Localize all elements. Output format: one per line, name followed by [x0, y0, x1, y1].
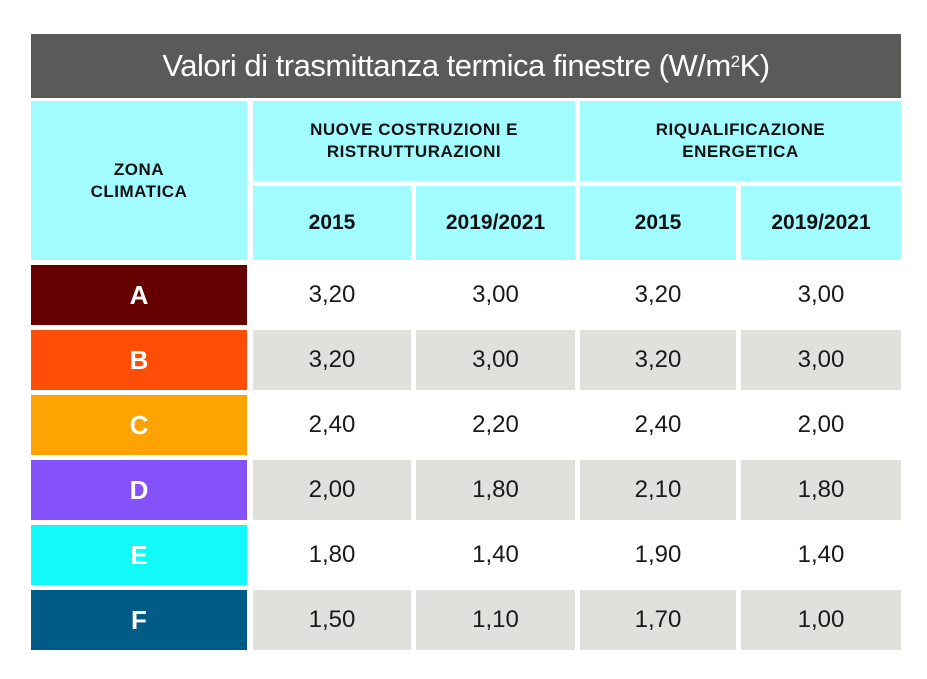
- value-cell: 1,70: [580, 590, 736, 650]
- zone-cell: B: [31, 330, 247, 390]
- table-row: D 2,00 1,80 2,10 1,80: [31, 460, 901, 520]
- table-title-tail: K): [739, 48, 771, 83]
- year-header-1: 2015: [253, 186, 411, 260]
- value-cell: 3,20: [253, 330, 411, 390]
- value-cell: 1,40: [741, 525, 901, 585]
- zone-header-label: ZONA CLIMATICA: [90, 159, 188, 201]
- group-header-new-construction: NUOVE COSTRUZIONI E RISTRUTTURAZIONI: [253, 101, 575, 181]
- value-cell: 1,10: [416, 590, 575, 650]
- value-cell: 2,00: [253, 460, 411, 520]
- table-row: B 3,20 3,00 3,20 3,00: [31, 330, 901, 390]
- value-cell: 3,20: [580, 330, 736, 390]
- value-cell: 1,80: [253, 525, 411, 585]
- value-cell: 1,00: [741, 590, 901, 650]
- zone-cell: A: [31, 265, 247, 325]
- table-title: Valori di trasmittanza termica finestre …: [31, 34, 901, 98]
- table-body: A 3,20 3,00 3,20 3,00 B 3,20 3,00 3,20 3,00 C 2,40 2…: [31, 265, 901, 650]
- value-cell: 3,00: [741, 330, 901, 390]
- zone-cell: D: [31, 460, 247, 520]
- table-row: E 1,80 1,40 1,90 1,40: [31, 525, 901, 585]
- group-header-energy-requalification: RIQUALIFICAZIONE ENERGETICA: [580, 101, 901, 181]
- value-cell: 3,20: [253, 265, 411, 325]
- value-cell: 3,20: [580, 265, 736, 325]
- year-header-4: 2019/2021: [741, 186, 901, 260]
- value-cell: 2,20: [416, 395, 575, 455]
- value-cell: 1,50: [253, 590, 411, 650]
- table-row: F 1,50 1,10 1,70 1,00: [31, 590, 901, 650]
- value-cell: 1,90: [580, 525, 736, 585]
- value-cell: 2,10: [580, 460, 736, 520]
- group2-label: RIQUALIFICAZIONE ENERGETICA: [655, 120, 826, 161]
- year-header-2: 2019/2021: [416, 186, 575, 260]
- zone-header: ZONA CLIMATICA: [31, 101, 247, 260]
- table-title-superscript: 2: [730, 52, 740, 71]
- group1-label: NUOVE COSTRUZIONI E RISTRUTTURAZIONI: [310, 120, 518, 161]
- table-row: A 3,20 3,00 3,20 3,00: [31, 265, 901, 325]
- zone-cell: E: [31, 525, 247, 585]
- value-cell: 3,00: [416, 330, 575, 390]
- value-cell: 3,00: [416, 265, 575, 325]
- value-cell: 1,80: [741, 460, 901, 520]
- year-header-3: 2015: [580, 186, 736, 260]
- value-cell: 2,00: [741, 395, 901, 455]
- value-cell: 2,40: [253, 395, 411, 455]
- transmittance-table: Valori di trasmittanza termica finestre …: [31, 34, 901, 655]
- value-cell: 1,80: [416, 460, 575, 520]
- value-cell: 3,00: [741, 265, 901, 325]
- zone-cell: C: [31, 395, 247, 455]
- table-row: C 2,40 2,20 2,40 2,00: [31, 395, 901, 455]
- table-title-main: Valori di trasmittanza termica finestre …: [162, 48, 731, 83]
- value-cell: 2,40: [580, 395, 736, 455]
- zone-cell: F: [31, 590, 247, 650]
- table-header: ZONA CLIMATICA NUOVE COSTRUZIONI E RISTR…: [31, 101, 901, 260]
- value-cell: 1,40: [416, 525, 575, 585]
